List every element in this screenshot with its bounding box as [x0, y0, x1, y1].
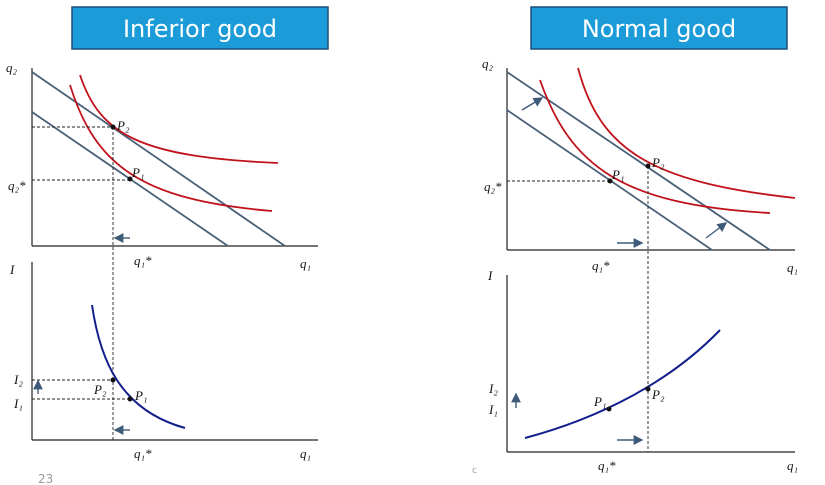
point-label: P₂ — [651, 155, 665, 170]
level-label: I₁ — [13, 396, 23, 411]
level-label: I₂ — [13, 372, 23, 387]
indifference-curve — [539, 79, 771, 214]
point-label: P₂ — [93, 382, 107, 397]
axis-label: q₁ — [300, 446, 311, 461]
level-label: I₂ — [488, 381, 498, 396]
point — [645, 163, 651, 169]
star-label: q₂* — [484, 179, 502, 194]
axis-label: q₂ — [482, 56, 494, 71]
point-label: P₂ — [116, 118, 130, 133]
indifference-curve — [79, 74, 279, 164]
point — [607, 178, 613, 184]
title-box — [530, 6, 788, 50]
axis-label: q₁ — [300, 256, 311, 271]
axis-label: q₁ — [787, 458, 798, 473]
point — [110, 124, 116, 130]
star-label: q₂* — [8, 178, 26, 193]
level-label: I₁ — [488, 402, 498, 417]
point-label: P₂ — [651, 387, 665, 402]
indifference-curve — [69, 84, 273, 212]
engel-curve — [91, 304, 186, 429]
axis-label: q₁ — [787, 260, 798, 275]
arrow — [521, 97, 544, 111]
point — [606, 406, 612, 412]
point — [127, 396, 133, 402]
point — [127, 176, 133, 182]
star-label: q₁* — [592, 258, 610, 273]
point — [110, 377, 116, 383]
engel-curve — [524, 329, 721, 439]
star-label: q₁* — [598, 458, 616, 473]
axis-label: I — [487, 268, 493, 283]
panel-title: Normal good — [582, 15, 736, 43]
star-label: q₁* — [134, 446, 152, 461]
star-label: q₁* — [134, 253, 152, 268]
axis-label: q₂ — [6, 60, 18, 75]
arrow — [705, 222, 728, 239]
point-label: P₁ — [593, 394, 606, 409]
budget-line — [31, 71, 286, 247]
indifference-curve — [577, 67, 796, 199]
slide-number: 23 — [38, 472, 53, 485]
point — [645, 386, 651, 392]
title-box — [71, 6, 329, 50]
footer-mark: c — [472, 466, 477, 476]
panel-title: Inferior good — [123, 15, 277, 43]
point-label: P₁ — [134, 388, 147, 403]
point-label: P₁ — [611, 167, 624, 182]
axis-label: I — [9, 262, 15, 277]
point-label: P₁ — [131, 165, 144, 180]
budget-line — [506, 71, 771, 251]
